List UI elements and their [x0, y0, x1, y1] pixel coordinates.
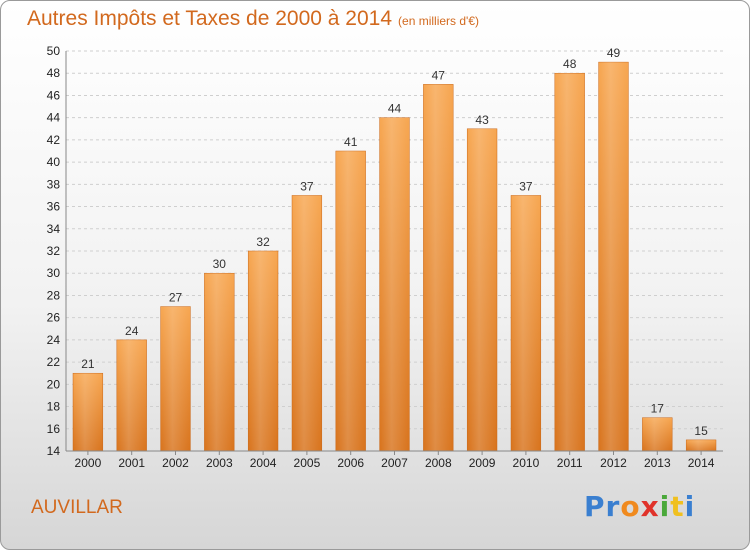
x-tick-label-2002: 2002 — [162, 456, 189, 470]
y-tick-label: 46 — [47, 88, 61, 102]
x-tick-label-2014: 2014 — [688, 456, 715, 470]
y-tick-label: 14 — [47, 444, 61, 458]
bar-shine-2007 — [379, 117, 410, 452]
y-tick-label: 44 — [47, 111, 61, 125]
y-tick-label: 48 — [47, 66, 61, 80]
bar-shine-2009 — [467, 128, 497, 451]
x-tick-label-2007: 2007 — [381, 456, 408, 470]
value-label-2013: 17 — [651, 402, 665, 416]
value-label-2006: 41 — [344, 135, 358, 149]
bar-shine-2013 — [642, 417, 673, 451]
y-tick-label: 50 — [47, 44, 61, 58]
value-label-2011: 48 — [563, 57, 577, 71]
y-tick-label: 26 — [47, 311, 61, 325]
x-tick-label-2004: 2004 — [250, 456, 277, 470]
commune-name: AUVILLAR — [31, 497, 123, 518]
x-tick-label-2012: 2012 — [600, 456, 627, 470]
bar-shine-2002 — [160, 306, 191, 451]
y-tick-label: 16 — [47, 422, 61, 436]
chart-title: Autres Impôts et Taxes de 2000 à 2014 (en… — [27, 7, 479, 31]
bar-shine-2006 — [335, 151, 366, 451]
x-tick-label-2000: 2000 — [75, 456, 102, 470]
proxiti-logo: Proxiti — [584, 490, 695, 523]
y-tick-label: 40 — [47, 155, 61, 169]
y-tick-label: 38 — [47, 177, 61, 191]
logo-part-4: i — [659, 490, 671, 523]
bar-shine-2010 — [511, 195, 541, 451]
value-label-2014: 15 — [694, 424, 708, 438]
x-tick-label-2013: 2013 — [644, 456, 671, 470]
y-tick-label: 24 — [47, 333, 61, 347]
y-tick-label: 36 — [47, 200, 61, 214]
value-label-2001: 24 — [125, 324, 139, 338]
bar-shine-2005 — [292, 195, 322, 451]
value-label-2000: 21 — [81, 357, 95, 371]
value-label-2010: 37 — [519, 179, 533, 193]
x-tick-label-2005: 2005 — [294, 456, 321, 470]
value-label-2008: 47 — [432, 68, 446, 82]
y-tick-label: 20 — [47, 377, 61, 391]
chart-subtitle: (en milliers d'€) — [398, 14, 480, 28]
x-tick-label-2010: 2010 — [513, 456, 540, 470]
bar-shine-2004 — [248, 251, 278, 451]
value-label-2009: 43 — [475, 113, 489, 127]
y-tick-label: 28 — [47, 288, 61, 302]
bars-layer: 21 24 27 30 32 37 41 44 47 43 37 48 49 17 15 — [72, 46, 717, 452]
x-tick-label-2003: 2003 — [206, 456, 233, 470]
logo-part-6: i — [684, 490, 696, 523]
x-tick-label-2008: 2008 — [425, 456, 452, 470]
axis-layer: 14 16 18 20 22 24 26 28 30 32 34 36 38 40 42 44 46 48 50 20… — [47, 44, 723, 470]
bar-shine-2014 — [686, 439, 716, 451]
logo-part-1: Pr — [584, 490, 621, 523]
y-tick-label: 30 — [47, 266, 61, 280]
logo-part-3: x — [640, 490, 660, 523]
y-tick-label: 22 — [47, 355, 61, 369]
value-label-2003: 30 — [213, 257, 227, 271]
bar-shine-2008 — [423, 84, 454, 451]
bar-shine-2012 — [598, 62, 629, 451]
value-label-2012: 49 — [607, 46, 621, 60]
value-label-2004: 32 — [256, 235, 270, 249]
bar-shine-2011 — [554, 73, 585, 451]
y-tick-label: 32 — [47, 244, 61, 258]
y-tick-label: 18 — [47, 400, 61, 414]
x-tick-label-2006: 2006 — [337, 456, 364, 470]
y-tick-label: 34 — [47, 222, 61, 236]
value-label-2002: 27 — [169, 291, 183, 305]
x-tick-label-2011: 2011 — [557, 456, 583, 470]
x-tick-label-2009: 2009 — [469, 456, 496, 470]
x-tick-label-2001: 2001 — [118, 456, 145, 470]
logo-part-2: o — [620, 490, 641, 523]
chart-title-text: Autres Impôts et Taxes de 2000 à 2014 — [27, 7, 393, 30]
bar-shine-2003 — [204, 273, 235, 451]
value-label-2005: 37 — [300, 179, 314, 193]
y-tick-label: 42 — [47, 133, 61, 147]
value-label-2007: 44 — [388, 102, 402, 116]
bar-shine-2001 — [116, 339, 147, 451]
bar-shine-2000 — [73, 373, 103, 451]
logo-part-5: t — [670, 490, 685, 523]
